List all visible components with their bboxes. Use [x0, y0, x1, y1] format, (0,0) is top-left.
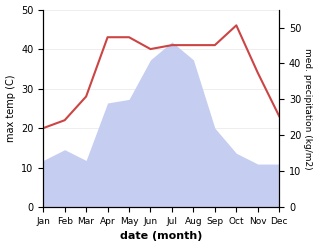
Y-axis label: max temp (C): max temp (C): [5, 75, 16, 142]
X-axis label: date (month): date (month): [120, 231, 203, 242]
Y-axis label: med. precipitation (kg/m2): med. precipitation (kg/m2): [303, 48, 313, 169]
